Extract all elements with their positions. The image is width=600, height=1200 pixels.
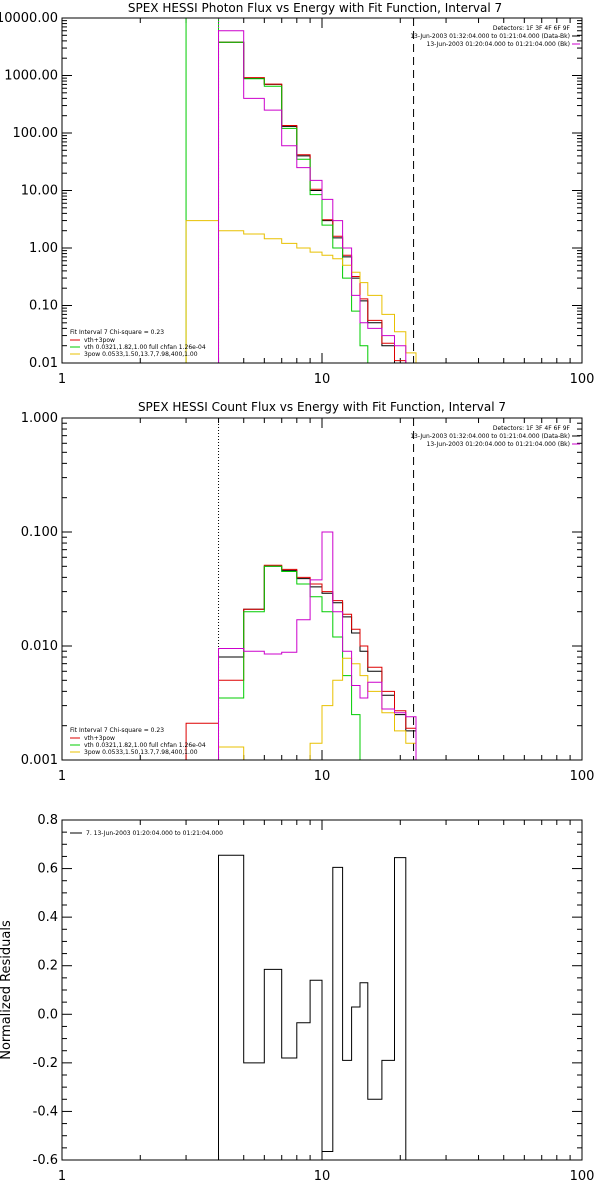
photon-legend-green: vth 0.0321,1.82,1.00 full chfan 1.26e-04 <box>84 344 206 351</box>
residuals-xtick-label: 1 <box>58 1169 66 1184</box>
residuals-ytick-label: 0.2 <box>37 959 58 974</box>
residuals-series-0 <box>218 854 416 1161</box>
count-ytick-label: 0.100 <box>21 525 58 540</box>
residuals-panel-plot: -0.6 -0.4 -0.2 0.0 0.2 0.4 0.6 0.8 1 10 100 <box>33 813 595 1184</box>
photon-series-4 <box>218 30 416 364</box>
photon-fit-legend: Fit Interval 7 Chi-square = 0.23 vth+3po… <box>70 329 206 358</box>
photon-xtick-label: 10 <box>314 372 331 387</box>
photon-legend-red: vth+3pow <box>84 337 115 344</box>
count-xtick-label: 10 <box>314 769 331 784</box>
count-legend-red: vth+3pow <box>84 735 115 742</box>
photon-info-detectors: Detectors: 1F 3F 4F 6F 9F <box>493 25 571 32</box>
residuals-xtick-label: 100 <box>570 1169 595 1184</box>
residuals-ylabel: Normalized Residuals <box>0 920 14 1060</box>
residuals-ytick-label: 0.0 <box>37 1007 58 1022</box>
residuals-ytick-label: 0.6 <box>37 862 58 877</box>
photon-xtick-label: 100 <box>570 372 595 387</box>
photon-info-box: Detectors: 1F 3F 4F 6F 9F 13-Jun-2003 01… <box>410 25 580 48</box>
count-info-bk-interval: 13-Jun-2003 01:20:04.000 to 01:21:04.000… <box>427 441 570 448</box>
photon-flux-panel: SPEX HESSI Photon Flux vs Energy with Fi… <box>0 1 594 387</box>
count-xtick-label: 100 <box>570 769 595 784</box>
residuals-ytick-label: -0.2 <box>33 1056 58 1071</box>
photon-ytick-label: 0.01 <box>29 356 58 371</box>
photon-xtick-label: 1 <box>58 372 66 387</box>
photon-ytick-label: 1000.00 <box>4 69 58 84</box>
count-series-0 <box>218 565 417 760</box>
count-legend-yellow: 3pow 0.0533,1.50,13.7,7.98,400,1.00 <box>84 749 198 756</box>
residuals-ytick-label: -0.4 <box>33 1104 58 1119</box>
count-info-detectors: Detectors: 1F 3F 4F 6F 9F <box>493 425 571 432</box>
count-fit-chi: Fit Interval 7 Chi-square = 0.23 <box>70 727 164 734</box>
count-flux-panel: SPEX HESSI Count Flux vs Energy with Fit… <box>21 400 595 784</box>
count-info-data-interval: 13-Jun-2003 01:32:04.000 to 01:21:04.000… <box>410 433 570 440</box>
photon-panel-title: SPEX HESSI Photon Flux vs Energy with Fi… <box>128 1 502 15</box>
count-series-1 <box>185 564 417 760</box>
count-series-4 <box>218 531 417 760</box>
count-legend-green: vth 0.0321,1.82,1.00 full chfan 1.26e-04 <box>84 742 206 749</box>
photon-series-3 <box>185 220 417 363</box>
residuals-panel-frame <box>61 819 583 1161</box>
count-series-2 <box>218 565 368 761</box>
residuals-panel: -0.6 -0.4 -0.2 0.0 0.2 0.4 0.6 0.8 1 10 100 Normal… <box>0 813 594 1184</box>
photon-ytick-label: 10000.00 <box>0 11 58 26</box>
photon-panel-frame <box>61 17 583 364</box>
photon-info-bk-interval: 13-Jun-2003 01:20:04.000 to 01:21:04.000… <box>427 41 570 48</box>
photon-panel-plot: 0.01 0.10 1.00 10.00 100.00 1000.00 10000.00 1 1… <box>0 11 594 387</box>
count-xtick-label: 1 <box>58 769 66 784</box>
count-ytick-label: 0.001 <box>21 753 58 768</box>
count-panel-frame <box>61 417 583 761</box>
photon-info-data-interval: 13-Jun-2003 01:32:04.000 to 01:21:04.000… <box>410 33 570 40</box>
residuals-legend: 7. 13-Jun-2003 01:20:04.000 to 01:21:04.… <box>86 830 223 837</box>
residuals-ytick-label: 0.4 <box>37 910 58 925</box>
residuals-ytick-label: -0.6 <box>33 1153 58 1168</box>
count-ytick-label: 1.000 <box>21 411 58 426</box>
count-ytick-label: 0.010 <box>21 639 58 654</box>
residuals-xtick-label: 10 <box>314 1169 331 1184</box>
photon-ytick-label: 1.00 <box>29 241 58 256</box>
photon-ytick-label: 0.10 <box>29 299 58 314</box>
photon-series-2 <box>218 41 369 363</box>
residuals-ytick-label: 0.8 <box>37 813 58 828</box>
photon-fit-chi: Fit Interval 7 Chi-square = 0.23 <box>70 329 164 336</box>
count-info-box: Detectors: 1F 3F 4F 6F 9F 13-Jun-2003 01… <box>410 425 580 448</box>
count-panel-title: SPEX HESSI Count Flux vs Energy with Fit… <box>138 400 506 414</box>
photon-ytick-label: 100.00 <box>13 126 59 141</box>
photon-legend-yellow: 3pow 0.0533,1.50,13.7,7.98,400,1.00 <box>84 351 198 358</box>
photon-ytick-label: 10.00 <box>21 184 58 199</box>
count-fit-legend: Fit Interval 7 Chi-square = 0.23 vth+3po… <box>70 727 206 756</box>
